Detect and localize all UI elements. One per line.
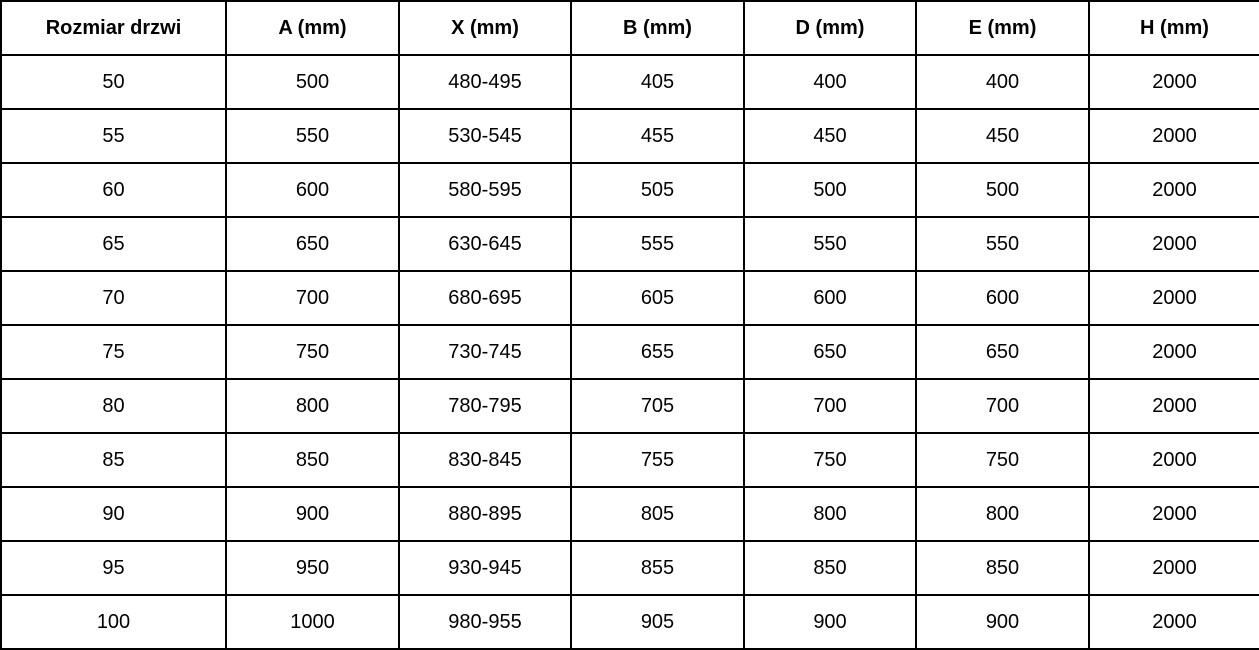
table-cell: 2000 [1088, 378, 1259, 434]
table-cell: 900 [225, 486, 400, 542]
table-cell: 580-595 [398, 162, 572, 218]
table-cell: 550 [915, 216, 1090, 272]
table-cell: 450 [743, 108, 917, 164]
table-cell: 50 [0, 54, 227, 110]
table-row: 50 500 480-495 405 400 400 2000 [0, 54, 1259, 110]
table-cell: 2000 [1088, 270, 1259, 326]
table-cell: 505 [570, 162, 745, 218]
table-cell: 455 [570, 108, 745, 164]
table-body: 50 500 480-495 405 400 400 2000 55 550 530-545 455… [0, 54, 1259, 650]
table-cell: 480-495 [398, 54, 572, 110]
table-cell: 880-895 [398, 486, 572, 542]
table-cell: 705 [570, 378, 745, 434]
table-cell: 2000 [1088, 594, 1259, 650]
table-cell: 850 [915, 540, 1090, 596]
table-row: 65 650 630-645 555 550 550 2000 [0, 216, 1259, 272]
header-a-mm: A (mm) [225, 0, 400, 56]
table-cell: 500 [915, 162, 1090, 218]
table-cell: 605 [570, 270, 745, 326]
header-d-mm: D (mm) [743, 0, 917, 56]
table-cell: 850 [743, 540, 917, 596]
table-cell: 755 [570, 432, 745, 488]
header-rozmiar-drzwi: Rozmiar drzwi [0, 0, 227, 56]
table-cell: 400 [743, 54, 917, 110]
table-cell: 90 [0, 486, 227, 542]
table-cell: 75 [0, 324, 227, 380]
table-cell: 930-945 [398, 540, 572, 596]
table-row: 90 900 880-895 805 800 800 2000 [0, 486, 1259, 542]
table-cell: 900 [915, 594, 1090, 650]
table-cell: 2000 [1088, 432, 1259, 488]
table-cell: 950 [225, 540, 400, 596]
table-cell: 700 [743, 378, 917, 434]
table-cell: 700 [225, 270, 400, 326]
table-cell: 2000 [1088, 486, 1259, 542]
table-cell: 550 [225, 108, 400, 164]
table-cell: 900 [743, 594, 917, 650]
table-cell: 800 [225, 378, 400, 434]
table-cell: 680-695 [398, 270, 572, 326]
table-cell: 700 [915, 378, 1090, 434]
header-b-mm: B (mm) [570, 0, 745, 56]
table-cell: 600 [915, 270, 1090, 326]
table-cell: 500 [225, 54, 400, 110]
table-row: 75 750 730-745 655 650 650 2000 [0, 324, 1259, 380]
table-row: 85 850 830-845 755 750 750 2000 [0, 432, 1259, 488]
table-cell: 980-955 [398, 594, 572, 650]
table-cell: 600 [743, 270, 917, 326]
table-cell: 800 [915, 486, 1090, 542]
table-cell: 2000 [1088, 216, 1259, 272]
table-row: 100 1000 980-955 905 900 900 2000 [0, 594, 1259, 650]
header-e-mm: E (mm) [915, 0, 1090, 56]
table-cell: 780-795 [398, 378, 572, 434]
table-cell: 550 [743, 216, 917, 272]
table-cell: 530-545 [398, 108, 572, 164]
table-cell: 500 [743, 162, 917, 218]
table-cell: 1000 [225, 594, 400, 650]
table-cell: 400 [915, 54, 1090, 110]
table-row: 55 550 530-545 455 450 450 2000 [0, 108, 1259, 164]
table-cell: 65 [0, 216, 227, 272]
table-cell: 85 [0, 432, 227, 488]
table-cell: 630-645 [398, 216, 572, 272]
table-header-row: Rozmiar drzwi A (mm) X (mm) B (mm) D (mm… [0, 0, 1259, 56]
table-cell: 650 [225, 216, 400, 272]
table-cell: 2000 [1088, 108, 1259, 164]
table-cell: 905 [570, 594, 745, 650]
table-cell: 655 [570, 324, 745, 380]
table-cell: 830-845 [398, 432, 572, 488]
table-cell: 2000 [1088, 324, 1259, 380]
table-cell: 730-745 [398, 324, 572, 380]
header-x-mm: X (mm) [398, 0, 572, 56]
table-cell: 800 [743, 486, 917, 542]
table-cell: 855 [570, 540, 745, 596]
table-cell: 405 [570, 54, 745, 110]
table-row: 80 800 780-795 705 700 700 2000 [0, 378, 1259, 434]
table-cell: 750 [915, 432, 1090, 488]
table-cell: 750 [743, 432, 917, 488]
table-cell: 600 [225, 162, 400, 218]
table-row: 70 700 680-695 605 600 600 2000 [0, 270, 1259, 326]
table-row: 60 600 580-595 505 500 500 2000 [0, 162, 1259, 218]
table-cell: 850 [225, 432, 400, 488]
table-cell: 80 [0, 378, 227, 434]
table-cell: 650 [743, 324, 917, 380]
table-cell: 2000 [1088, 162, 1259, 218]
table-row: 95 950 930-945 855 850 850 2000 [0, 540, 1259, 596]
table-cell: 2000 [1088, 540, 1259, 596]
table-cell: 60 [0, 162, 227, 218]
table-cell: 450 [915, 108, 1090, 164]
table-cell: 805 [570, 486, 745, 542]
table-cell: 2000 [1088, 54, 1259, 110]
table-cell: 650 [915, 324, 1090, 380]
table-cell: 555 [570, 216, 745, 272]
header-h-mm: H (mm) [1088, 0, 1259, 56]
table-cell: 750 [225, 324, 400, 380]
table-cell: 95 [0, 540, 227, 596]
table-cell: 70 [0, 270, 227, 326]
table-cell: 100 [0, 594, 227, 650]
table-cell: 55 [0, 108, 227, 164]
